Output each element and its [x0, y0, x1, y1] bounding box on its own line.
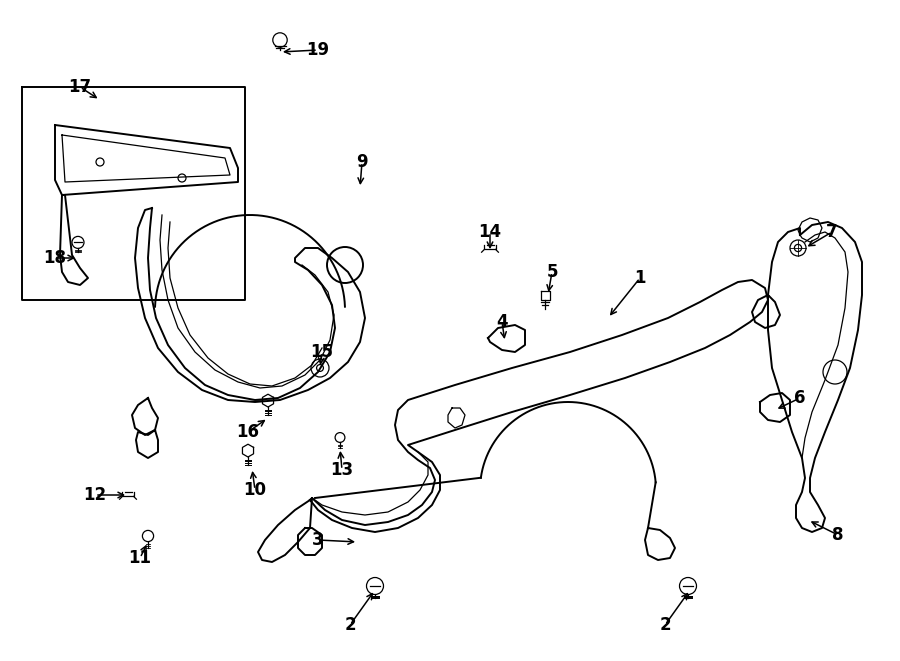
Text: 19: 19 [306, 41, 329, 59]
Text: 3: 3 [312, 531, 324, 549]
Text: 7: 7 [826, 223, 838, 241]
Text: 11: 11 [129, 549, 151, 567]
Text: 16: 16 [237, 423, 259, 441]
Text: 18: 18 [43, 249, 67, 267]
Text: 6: 6 [794, 389, 806, 407]
Text: 5: 5 [546, 263, 558, 281]
Text: 14: 14 [479, 223, 501, 241]
Text: 15: 15 [310, 343, 334, 361]
Text: 10: 10 [244, 481, 266, 499]
Text: 12: 12 [84, 486, 106, 504]
Text: 4: 4 [496, 313, 508, 331]
Text: 13: 13 [330, 461, 354, 479]
Text: 8: 8 [832, 526, 844, 544]
Text: 1: 1 [634, 269, 646, 287]
Text: 2: 2 [659, 616, 670, 634]
Text: 17: 17 [68, 78, 92, 96]
Text: 2: 2 [344, 616, 356, 634]
Text: 9: 9 [356, 153, 368, 171]
